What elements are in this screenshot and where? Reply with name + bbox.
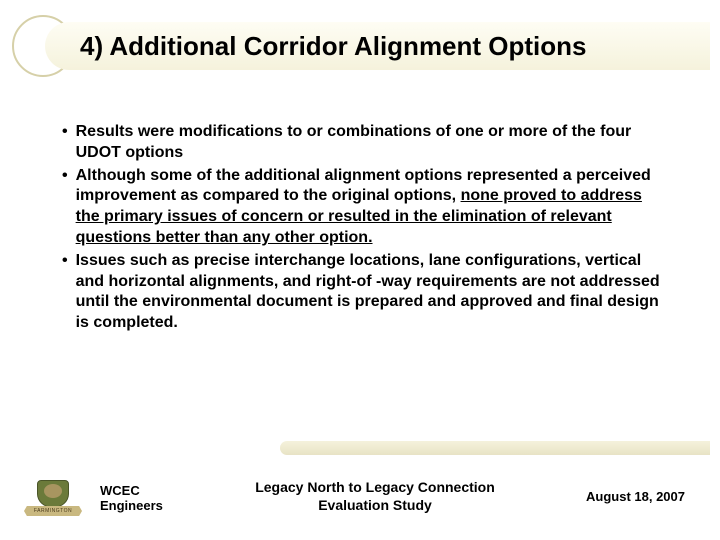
- title-bar: 4) Additional Corridor Alignment Options: [45, 22, 710, 70]
- bullet-text: Although some of the additional alignmen…: [76, 166, 670, 249]
- logo-banner: FARMINGTON: [24, 506, 82, 516]
- org-name-line1: WCEC: [100, 483, 163, 499]
- footer-title: Legacy North to Legacy Connection Evalua…: [230, 478, 520, 514]
- slide-title: 4) Additional Corridor Alignment Options: [80, 31, 587, 62]
- footer-date: August 18, 2007: [586, 489, 685, 504]
- logo: FARMINGTON: [28, 480, 78, 522]
- bullet-item: • Issues such as precise interchange loc…: [62, 251, 670, 334]
- bullet-marker-icon: •: [62, 251, 68, 334]
- bullet-marker-icon: •: [62, 122, 68, 164]
- bullet-text: Issues such as precise interchange locat…: [76, 251, 670, 334]
- footer-title-line2: Evaluation Study: [230, 496, 520, 514]
- bullet-item: • Results were modifications to or combi…: [62, 122, 670, 164]
- org-name: WCEC Engineers: [100, 483, 163, 514]
- content-area: • Results were modifications to or combi…: [62, 122, 670, 336]
- org-name-line2: Engineers: [100, 498, 163, 514]
- bullet-item: • Although some of the additional alignm…: [62, 166, 670, 249]
- footer-title-line1: Legacy North to Legacy Connection: [230, 478, 520, 496]
- bullet-text: Results were modifications to or combina…: [76, 122, 670, 164]
- bullet-marker-icon: •: [62, 166, 68, 249]
- logo-shield-icon: [37, 480, 69, 508]
- divider-bar: [280, 441, 710, 455]
- footer: FARMINGTON WCEC Engineers Legacy North t…: [0, 470, 720, 522]
